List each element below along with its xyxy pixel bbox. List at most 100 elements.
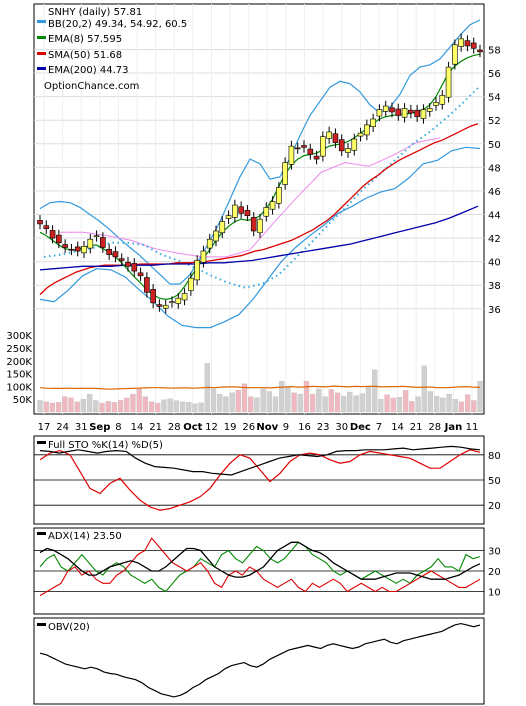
adx-plus-di-line [39,541,481,593]
candle-body [345,148,351,153]
volume-bar [378,399,384,413]
candle-body [439,95,446,105]
volume-bar [241,383,248,413]
volume-bar [192,403,198,413]
candle-body [181,293,188,301]
price-tick-label: 36 [488,305,501,316]
adx-swatch [37,532,46,535]
candle-body [62,244,68,248]
volume-bar [62,396,68,413]
price-tick-label: 38 [488,281,501,292]
candle-body [238,206,244,214]
volume-bar [161,399,167,413]
date-tick-label: 19 [224,422,237,433]
candle-body [338,139,345,152]
volume-bar [371,369,378,413]
date-tick-label: 26 [242,422,255,433]
volume-bar [303,381,310,413]
bb-middle-line [60,137,441,258]
sto-series: 80 50 20 [34,445,501,512]
candle-body [206,238,213,249]
volume-bar [86,393,93,413]
volume-bar [316,388,322,413]
legend-ema200: EMA(200) 44.73 [48,65,128,76]
price-tick-label: 54 [488,93,501,104]
volume-bar [409,401,415,413]
candle-body [156,304,163,307]
candle-body [162,304,169,309]
volume-bar [74,401,80,413]
candle-body [37,220,43,225]
date-tick-label: 9 [283,422,289,433]
volume-bar [148,401,155,413]
candle-body [470,42,477,49]
date-tick-label: 14 [391,422,404,433]
candle-body [137,272,144,277]
volume-bar [55,402,62,413]
candle-body [389,107,395,113]
obv-panel-frame [33,617,485,705]
volume-bar [390,397,396,413]
obv-line [39,622,481,698]
candle-body [477,49,483,53]
watermark: OptionChance.com [44,81,139,92]
legend-swatch-sma50 [37,52,46,55]
chart-title: SNHY (daily) 57.81 [48,7,142,18]
volume-bar [334,392,341,413]
volume-bar [111,402,118,413]
candle-body [93,235,100,238]
date-tick-label: 17 [38,422,51,433]
candle-body [169,301,175,304]
volume-bar [37,400,43,413]
sto-swatch [37,441,46,444]
volume-bar [464,394,471,413]
candle-body [144,277,150,293]
date-tick-label: Sep [89,422,110,433]
candle-body [332,133,339,143]
candle-body [263,207,270,217]
candle-body [232,204,238,218]
candle-body [194,260,200,281]
candle-body [106,248,112,255]
legend-ema8: EMA(8) 57.595 [48,34,122,45]
volume-bar [396,396,403,413]
volume-bar [446,393,452,413]
volume-bar [291,392,297,413]
price-tick-label: 56 [488,69,501,80]
candle-body [125,261,131,267]
volume-bar [198,402,204,413]
price-tick-label: 50 [488,140,501,151]
price-tick-label: 48 [488,163,501,174]
volume-tick-label: 200K [6,357,32,368]
volume-bar [279,381,285,413]
volume-bar [130,393,136,413]
candle-body [100,237,106,248]
candle-body [420,109,427,119]
price-tick-label: 40 [488,258,501,269]
volume-tick-label: 100K [6,382,32,393]
candle-body [382,105,389,112]
date-tick-label: Jan [444,422,463,433]
adx-tick-label: 20 [488,567,501,578]
candle-body [276,187,282,204]
volume-bar [136,388,142,413]
volume-bar [248,396,254,413]
volume-bar [365,386,372,413]
volume-bar [142,396,149,413]
date-tick-label: 7 [376,422,382,433]
date-tick-label: 11 [466,422,479,433]
volume-bar [155,402,161,413]
volume-tick-label: 150K [6,370,32,381]
adx-minus-di-line [39,537,481,597]
volume-bar [124,397,130,413]
candle-body [364,124,370,136]
volume-bar [322,396,328,413]
date-axis: 17 24 31 Sep 8 14 21 28 Oct 12 19 26 Nov 9 16 23 30 Dec 7 1… [38,422,479,433]
date-tick-label: 12 [205,422,218,433]
candle-body [87,238,94,249]
candle-body [433,102,439,106]
candle-body [43,225,50,229]
candle-body [257,218,263,234]
price-axis: 58 56 54 52 50 48 46 44 42 40 38 36 [488,45,501,315]
